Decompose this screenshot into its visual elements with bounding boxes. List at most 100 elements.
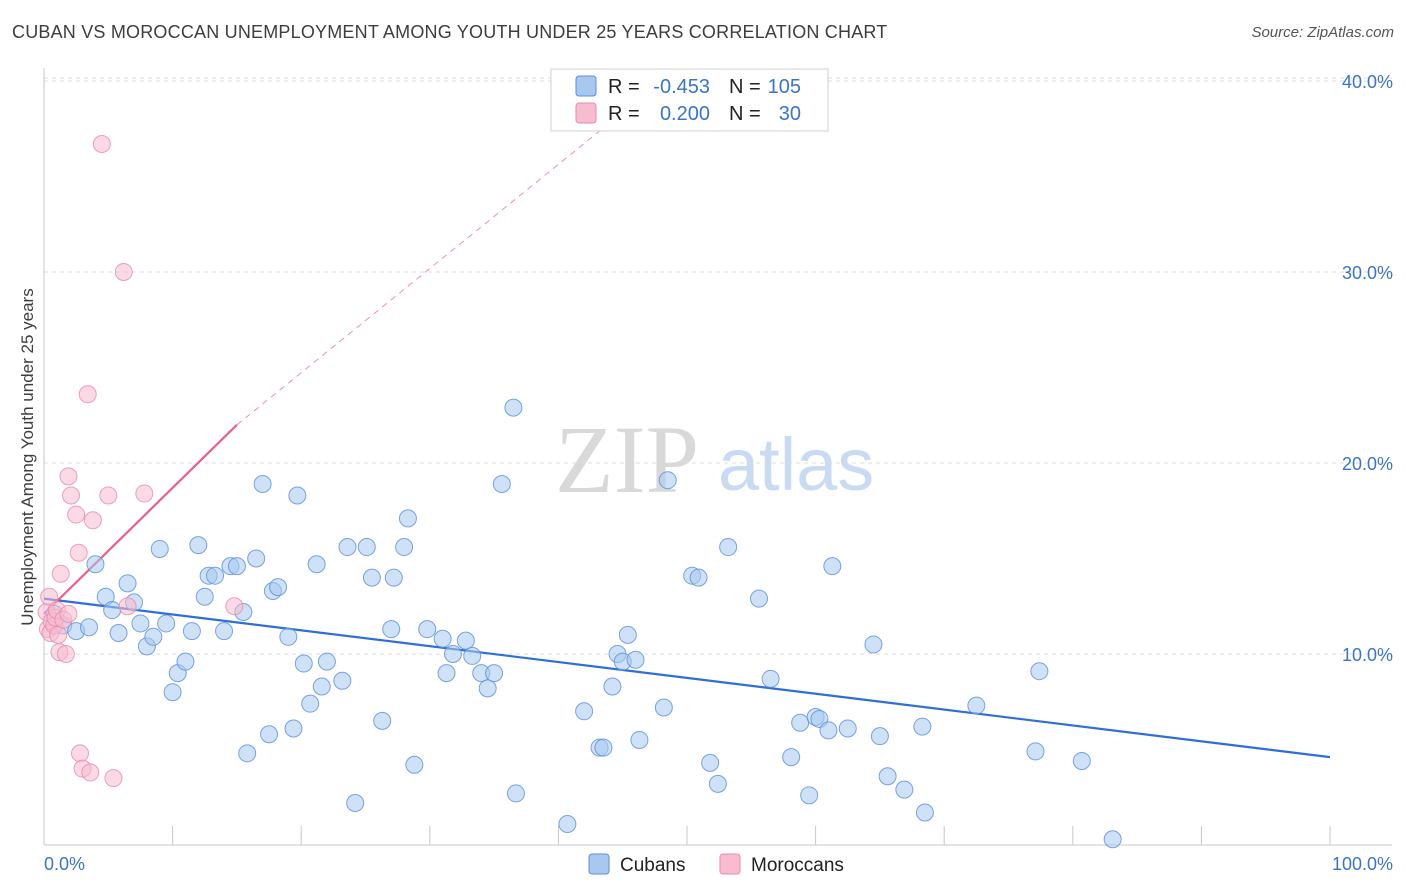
cubans-point	[708, 774, 727, 793]
cubans-point	[395, 538, 414, 557]
cubans-point	[864, 635, 883, 654]
cubans-point	[312, 677, 331, 696]
cubans-r-value: -0.453	[653, 76, 710, 98]
moroccans-point	[135, 484, 154, 503]
cubans-point	[618, 625, 637, 644]
moroccans-point	[59, 604, 78, 623]
stats-legend: R = -0.453 N = 105 R = 0.200 N = 30	[550, 68, 829, 132]
axes	[43, 68, 1392, 846]
cubans-point	[260, 725, 279, 744]
cubans-point	[838, 719, 857, 738]
cubans-point	[603, 677, 622, 696]
moroccans-point	[92, 135, 111, 154]
cubans-point	[86, 555, 105, 574]
cubans-point	[967, 696, 986, 715]
cubans-point	[195, 587, 214, 606]
cubans-point	[819, 721, 838, 740]
moroccans-trend-extension	[236, 80, 662, 426]
cubans-point	[782, 748, 801, 767]
moroccans-point	[51, 564, 70, 583]
legend-cubans-swatch	[588, 853, 610, 875]
cubans-point	[150, 539, 169, 558]
trend-lines	[43, 80, 1331, 759]
cubans-point	[80, 618, 99, 637]
cubans-point	[333, 671, 352, 690]
moroccans-point	[49, 625, 68, 644]
cubans-point	[895, 780, 914, 799]
cubans-point	[215, 622, 234, 641]
cubans-point	[800, 786, 819, 805]
x-tick-label-max: 100.0%	[1332, 854, 1393, 874]
cubans-point	[463, 646, 482, 665]
cubans-point	[269, 578, 288, 597]
cubans-point	[437, 664, 456, 683]
cubans-point	[433, 629, 452, 648]
stats-row-moroccans: R = 0.200 N = 30	[575, 102, 801, 125]
moroccans-point	[59, 467, 78, 486]
cubans-point	[398, 509, 417, 528]
cubans-point	[478, 679, 497, 698]
moroccans-point	[62, 486, 81, 505]
moroccans-point	[71, 744, 90, 763]
cubans-point	[189, 536, 208, 555]
legend-cubans-label: Cubans	[620, 855, 686, 876]
cubans-point	[689, 568, 708, 587]
moroccans-r-value: 0.200	[660, 103, 710, 125]
cubans-point	[658, 471, 677, 490]
moroccans-n-value: 30	[779, 103, 801, 125]
stats-row-cubans: R = -0.453 N = 105	[575, 75, 801, 98]
watermark-atlas: atlas	[718, 423, 874, 506]
cubans-point	[253, 475, 272, 494]
cubans-point	[418, 620, 437, 639]
watermark: ZIP atlas	[555, 406, 874, 513]
cubans-point	[443, 645, 462, 663]
cubans-point	[654, 698, 673, 717]
cubans-point	[915, 803, 934, 822]
x-tick-label-min: 0.0%	[44, 854, 85, 874]
cubans-point	[504, 398, 523, 417]
cubans-point	[346, 793, 365, 812]
cubans-n-value: 105	[768, 76, 801, 98]
cubans-point	[103, 601, 122, 620]
data-points	[37, 135, 1122, 849]
cubans-points	[45, 398, 1122, 849]
cubans-point	[405, 755, 424, 774]
series-legend: Cubans Moroccans	[588, 853, 844, 876]
cubans-point	[238, 744, 257, 763]
moroccans-point	[104, 769, 123, 788]
moroccans-trend-line	[43, 424, 238, 615]
cubans-point	[761, 669, 780, 688]
cubans-point	[373, 711, 392, 730]
cubans-point	[878, 767, 897, 786]
moroccans-point	[78, 385, 97, 404]
cubans-point	[157, 614, 176, 633]
moroccans-point	[81, 763, 100, 782]
cubans-point	[307, 555, 326, 574]
cubans-point	[362, 568, 381, 587]
legend-moroccans-swatch	[719, 853, 741, 875]
moroccans-point	[40, 587, 59, 606]
cubans-point	[357, 538, 376, 557]
cubans-point	[338, 538, 357, 557]
moroccans-swatch	[575, 102, 597, 124]
cubans-point	[456, 631, 475, 650]
cubans-point	[630, 730, 649, 749]
cubans-point	[575, 702, 594, 721]
moroccans-point	[83, 511, 102, 530]
cubans-point	[227, 557, 246, 576]
cubans-point	[247, 549, 266, 568]
moroccans-n-label: N =	[729, 103, 761, 125]
cubans-point	[206, 566, 225, 585]
cubans-point	[719, 538, 738, 557]
cubans-point	[1026, 742, 1045, 761]
cubans-point	[701, 753, 720, 772]
cubans-point	[823, 557, 842, 576]
cubans-point	[1072, 751, 1091, 770]
moroccans-point	[99, 486, 118, 505]
legend-moroccans-label: Moroccans	[751, 855, 844, 876]
moroccans-r-label: R =	[608, 103, 640, 125]
x-tick-labels: 0.0% 100.0%	[44, 854, 1393, 874]
cubans-point	[163, 683, 182, 702]
cubans-point	[118, 574, 137, 593]
cubans-point	[284, 719, 303, 738]
